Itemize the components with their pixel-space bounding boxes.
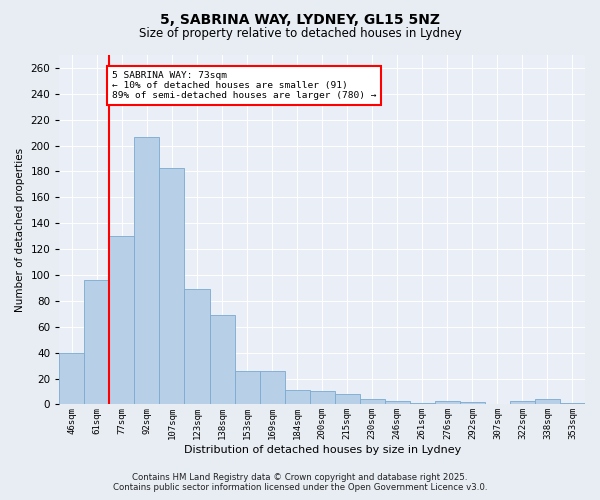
Bar xyxy=(410,403,435,404)
X-axis label: Distribution of detached houses by size in Lydney: Distribution of detached houses by size … xyxy=(184,445,461,455)
Bar xyxy=(184,289,209,405)
Bar xyxy=(310,392,335,404)
Bar xyxy=(560,403,585,404)
Text: Contains HM Land Registry data © Crown copyright and database right 2025.
Contai: Contains HM Land Registry data © Crown c… xyxy=(113,473,487,492)
Bar xyxy=(535,399,560,404)
Bar xyxy=(435,400,460,404)
Bar xyxy=(134,136,160,404)
Y-axis label: Number of detached properties: Number of detached properties xyxy=(15,148,25,312)
Bar xyxy=(109,236,134,404)
Bar xyxy=(335,394,360,404)
Text: 5, SABRINA WAY, LYDNEY, GL15 5NZ: 5, SABRINA WAY, LYDNEY, GL15 5NZ xyxy=(160,12,440,26)
Bar xyxy=(260,371,284,404)
Bar xyxy=(460,402,485,404)
Bar xyxy=(360,399,385,404)
Text: Size of property relative to detached houses in Lydney: Size of property relative to detached ho… xyxy=(139,28,461,40)
Bar xyxy=(209,315,235,404)
Bar xyxy=(510,400,535,404)
Bar xyxy=(284,390,310,404)
Bar xyxy=(235,371,260,404)
Bar xyxy=(85,280,109,404)
Bar xyxy=(160,168,184,404)
Bar xyxy=(59,352,85,405)
Text: 5 SABRINA WAY: 73sqm
← 10% of detached houses are smaller (91)
89% of semi-detac: 5 SABRINA WAY: 73sqm ← 10% of detached h… xyxy=(112,70,376,101)
Bar xyxy=(385,400,410,404)
